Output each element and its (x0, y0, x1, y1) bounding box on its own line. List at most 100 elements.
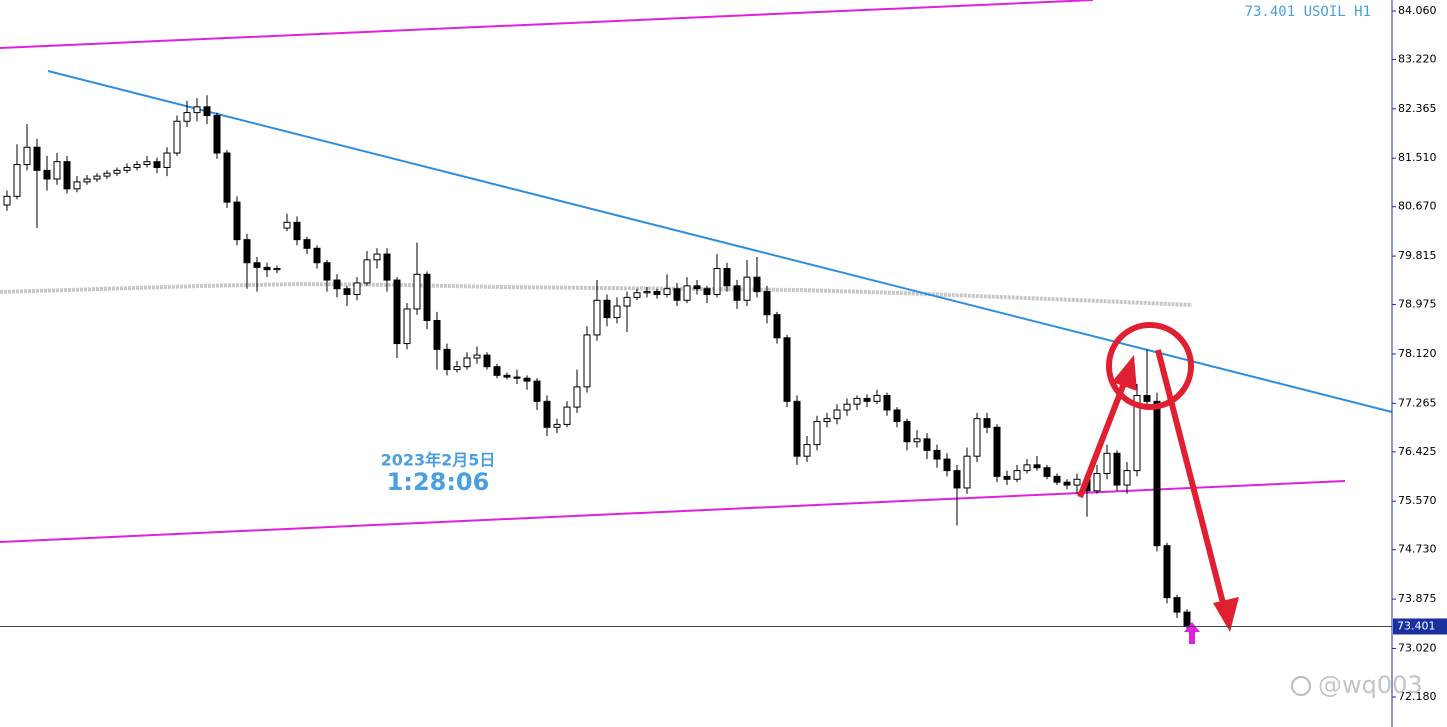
candle-body (153, 161, 161, 168)
candle-body (43, 169, 51, 180)
candle-body (13, 164, 21, 197)
candle-body (173, 120, 181, 154)
candle-body (803, 444, 811, 457)
y-tick-label: 81.510 (1398, 151, 1437, 164)
candle-body (123, 166, 131, 171)
candle-body (683, 285, 691, 301)
candle-body (863, 397, 871, 402)
candle-body (193, 106, 201, 114)
candle-body (463, 357, 471, 368)
candle-body (873, 395, 881, 402)
y-tick-label: 82.365 (1398, 102, 1437, 115)
chart-title: 73.401 USOIL H1 (1245, 4, 1371, 20)
candle-body (1063, 481, 1071, 486)
price-axis: 84.060 83.220 82.365 81.510 80.670 79.815 78.9… (1391, 0, 1437, 727)
candle-body (663, 288, 671, 295)
candle-body (673, 288, 681, 301)
candle-body (693, 285, 701, 290)
arrows (1077, 349, 1239, 632)
candle-body (953, 470, 961, 489)
candle-body (1103, 452, 1111, 475)
candle-body (513, 376, 521, 379)
candle-body (633, 292, 641, 298)
candle-body (1113, 452, 1121, 486)
candle-body (923, 438, 931, 451)
candle-body (813, 421, 821, 446)
candle-body (243, 239, 251, 264)
candle-body (3, 195, 11, 206)
candle-body (53, 161, 61, 180)
candle-body (753, 276, 761, 293)
watermark: @wq003 (1318, 671, 1423, 699)
y-tick-label: 73.020 (1398, 641, 1437, 654)
candle-body (323, 262, 331, 281)
trend-line (47, 70, 1393, 413)
candle-body (1123, 470, 1131, 486)
candle-body (653, 291, 661, 295)
candle-body (403, 308, 411, 345)
candles (3, 95, 1191, 630)
candle-body (1033, 464, 1041, 469)
candle-body (983, 418, 991, 428)
y-tick-label: 78.120 (1398, 347, 1437, 360)
candle-body (473, 354, 481, 359)
candle-body (63, 161, 71, 190)
candle-body (843, 403, 851, 411)
candle-body (743, 276, 751, 301)
candle-body (913, 438, 921, 443)
candle-body (333, 279, 341, 290)
candle-body (1053, 475, 1061, 483)
candle-body (423, 273, 431, 321)
candle-body (523, 377, 531, 382)
current-price-label: 73.401 (1397, 619, 1436, 632)
candle-body (133, 164, 141, 168)
candle-body (793, 400, 801, 457)
candle-body (613, 305, 621, 319)
current-price-box (1393, 618, 1447, 635)
candle-body (443, 348, 451, 371)
candle-body (373, 253, 381, 261)
candle-body (93, 175, 101, 180)
candle-body (643, 291, 651, 294)
y-tick-label: 74.730 (1398, 543, 1437, 556)
candle-body (723, 268, 731, 287)
candle-body (993, 426, 1001, 477)
candle-body (773, 314, 781, 339)
y-tick-label: 78.975 (1398, 298, 1437, 311)
candle-body (1163, 545, 1171, 599)
moving-average (0, 281, 1193, 307)
candle-body (213, 114, 221, 154)
candle-body (603, 299, 611, 319)
countdown: 1:28:06 (387, 468, 490, 496)
candle-body (103, 172, 111, 177)
candle-body (1003, 475, 1011, 480)
candle-body (1023, 464, 1031, 472)
candle-body (963, 455, 971, 489)
candle-body (943, 458, 951, 472)
candle-body (823, 418, 831, 423)
date-label: 2023年2月5日 (381, 451, 496, 470)
candle-body (353, 282, 361, 295)
candle-body (233, 201, 241, 241)
candle-body (343, 288, 351, 295)
candle-body (73, 181, 81, 190)
y-tick-label: 79.815 (1398, 249, 1437, 262)
candle-body (703, 288, 711, 295)
candle-body (393, 279, 401, 345)
candle-body (1073, 478, 1081, 486)
candle-body (1173, 597, 1181, 613)
candle-body (893, 409, 901, 423)
candle-body (553, 423, 561, 428)
candle-body (593, 299, 601, 336)
candle-body (383, 253, 391, 281)
candle-body (783, 337, 791, 402)
candle-body (293, 221, 301, 241)
candle-body (253, 262, 261, 268)
candle-body (1153, 400, 1161, 547)
candle-body (433, 319, 441, 350)
candle-body (143, 161, 151, 166)
candle-body (623, 296, 631, 307)
candle-body (833, 409, 841, 420)
candle-body (503, 374, 511, 378)
watermark-logo (1291, 676, 1311, 696)
